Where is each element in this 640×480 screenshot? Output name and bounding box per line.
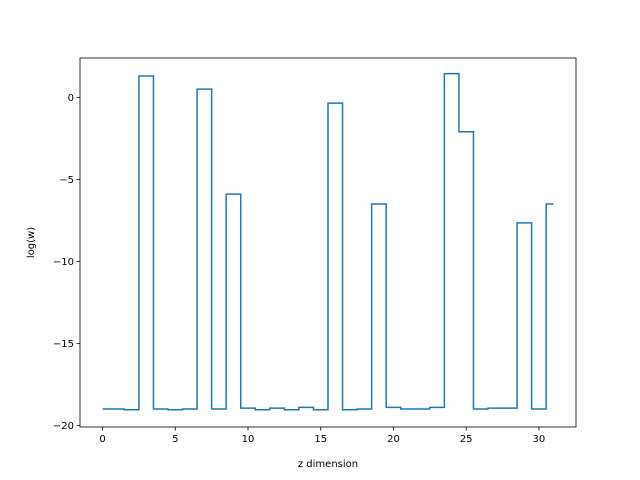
y-tick-label: −5 (59, 175, 74, 186)
x-tick-label: 25 (460, 434, 473, 445)
plot-frame (79, 57, 577, 428)
y-tick-label: −15 (53, 339, 74, 350)
series-line-0 (102, 72, 554, 411)
x-tick-label: 20 (387, 434, 400, 445)
x-tick-label: 5 (172, 434, 178, 445)
y-tick-label: −20 (53, 421, 74, 432)
x-tick-label: 10 (242, 434, 255, 445)
x-axis: 0 5 10 15 20 25 30 (99, 427, 545, 445)
y-axis: −20 −15 −10 −5 0 (53, 93, 80, 432)
x-tick-label: 15 (314, 434, 327, 445)
y-axis-label: log(w) (26, 227, 37, 258)
series-layer (102, 72, 554, 411)
y-tick-label: 0 (68, 93, 74, 104)
x-tick-label: 30 (533, 434, 546, 445)
x-tick-label: 0 (99, 434, 105, 445)
y-tick-label: −10 (53, 257, 74, 268)
x-axis-label: z dimension (298, 459, 358, 470)
